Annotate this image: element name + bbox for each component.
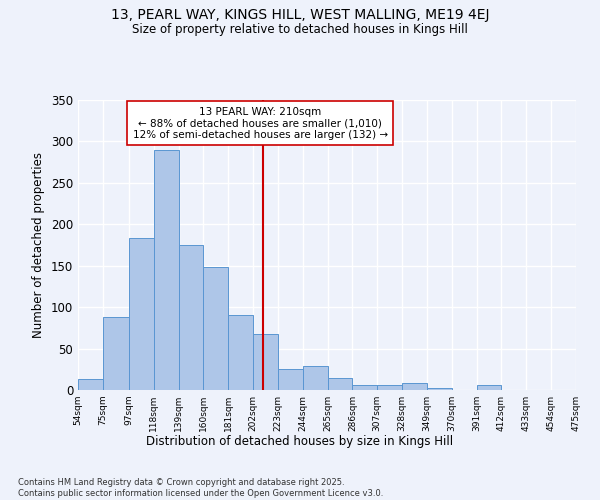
Bar (179, 245, 203, 390)
Bar (402, 384, 427, 390)
Bar (78, 379, 103, 390)
Text: 13 PEARL WAY: 210sqm
← 88% of detached houses are smaller (1,010)
12% of semi-de: 13 PEARL WAY: 210sqm ← 88% of detached h… (133, 106, 388, 140)
Bar (476, 385, 502, 390)
Bar (129, 238, 154, 390)
Text: Size of property relative to detached houses in Kings Hill: Size of property relative to detached ho… (132, 22, 468, 36)
Bar (103, 317, 129, 390)
Bar (253, 334, 278, 390)
Bar (328, 378, 352, 390)
Bar (203, 268, 228, 390)
Y-axis label: Number of detached properties: Number of detached properties (32, 152, 46, 338)
Text: Distribution of detached houses by size in Kings Hill: Distribution of detached houses by size … (146, 435, 454, 448)
Bar (228, 314, 253, 390)
Bar (303, 366, 328, 390)
Text: Contains HM Land Registry data © Crown copyright and database right 2025.
Contai: Contains HM Land Registry data © Crown c… (18, 478, 383, 498)
Bar (352, 385, 377, 390)
Bar (154, 150, 179, 390)
Bar (427, 388, 452, 390)
Bar (278, 370, 303, 390)
Text: 13, PEARL WAY, KINGS HILL, WEST MALLING, ME19 4EJ: 13, PEARL WAY, KINGS HILL, WEST MALLING,… (111, 8, 489, 22)
Bar (377, 385, 402, 390)
